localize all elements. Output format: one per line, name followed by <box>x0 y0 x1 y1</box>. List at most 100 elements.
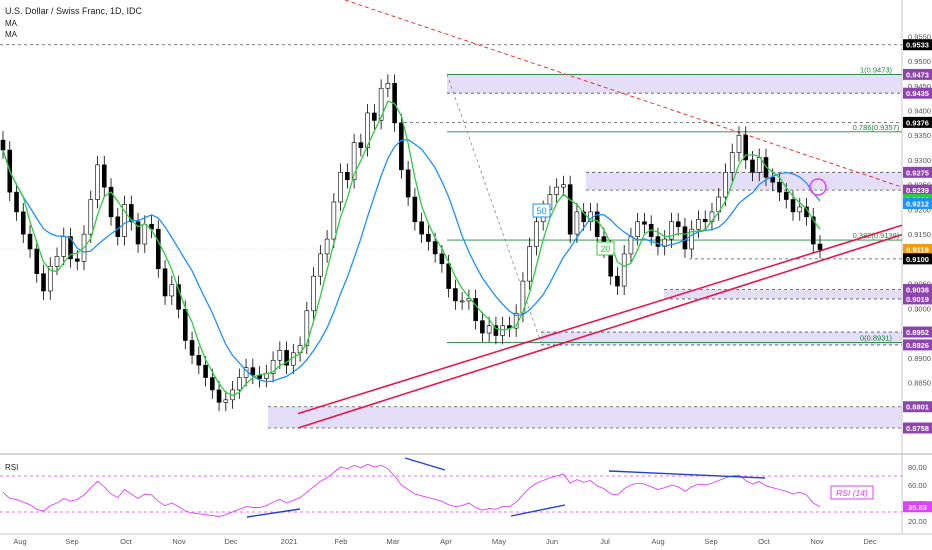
price-tick-label: 0.9000 <box>908 304 931 313</box>
rsi-divergence-line <box>608 470 766 479</box>
price-badge-box <box>903 284 932 296</box>
candle-body <box>196 355 202 366</box>
price-badge-box <box>903 339 932 351</box>
price-badge-box <box>903 87 932 99</box>
price-badge: 0.8926 <box>903 339 932 351</box>
time-tick-label: Dec <box>224 537 238 546</box>
candle-body <box>331 201 337 240</box>
price-badge-label: 0.9533 <box>906 41 929 50</box>
candle-body <box>223 399 229 403</box>
candle-body <box>115 216 121 237</box>
time-tick-label: Nov <box>172 537 186 546</box>
price-tick-label: 0.9150 <box>908 230 931 239</box>
price-badge-label: 0.9239 <box>906 186 929 195</box>
ma20-tag-label: 20 <box>600 244 610 254</box>
candle-body <box>459 300 465 303</box>
candle-body <box>34 248 40 275</box>
price-badge-box <box>903 184 932 196</box>
candle-body <box>101 164 107 188</box>
candle-body <box>210 377 215 391</box>
support-resistance-zone <box>664 289 902 299</box>
candle-body <box>628 236 634 255</box>
candle-body <box>54 256 60 267</box>
candle-body <box>169 284 175 297</box>
price-badge: 0.8952 <box>903 326 932 338</box>
candle-body <box>419 221 424 235</box>
price-badge-label: 0.8952 <box>906 328 929 337</box>
fib-diagonal <box>446 74 542 343</box>
time-tick-label: Nov <box>810 537 824 546</box>
rsi-tick-label: 60.00 <box>908 481 927 490</box>
price-badge-label: 0.9376 <box>906 118 929 127</box>
price-badge: 0.9435 <box>903 87 932 99</box>
candle-body <box>527 246 532 282</box>
rsi-tick-label: 20.00 <box>908 517 927 526</box>
candle-body <box>669 221 674 240</box>
candle-body <box>338 172 343 203</box>
candle-body <box>176 284 181 310</box>
price-badge-box <box>903 39 932 51</box>
candle-body <box>372 112 377 121</box>
fib-label: 0.786(0.9357) <box>853 123 900 132</box>
price-badge-label: 0.9119 <box>906 245 929 254</box>
candle-body <box>183 309 188 341</box>
rsi-divergence-line <box>246 508 301 518</box>
price-badge-box <box>903 401 932 413</box>
price-tick-label: 0.8900 <box>908 354 931 363</box>
time-tick-label: Aug <box>651 537 664 546</box>
price-badge: 0.9019 <box>903 293 932 305</box>
candle-body <box>324 238 330 255</box>
price-tick-label: 0.9500 <box>908 57 931 66</box>
candle-body <box>189 340 195 356</box>
price-tick-label: 0.9200 <box>908 205 931 214</box>
price-badge-box <box>903 326 932 338</box>
candle-body <box>473 298 478 321</box>
time-tick-label: Sep <box>65 537 78 546</box>
time-tick-label: Mar <box>387 537 400 546</box>
price-badge-label: 0.8926 <box>906 341 929 350</box>
candle-body <box>351 142 357 181</box>
candle-body <box>554 186 559 195</box>
candle-body <box>696 219 701 230</box>
price-badge-label: 0.9019 <box>906 295 929 304</box>
price-badge: 0.9239 <box>903 184 932 196</box>
candle-body <box>615 275 620 287</box>
candle-body <box>365 112 370 148</box>
ma20-tag: 20 <box>596 241 615 256</box>
support-resistance-zone <box>541 332 902 345</box>
candle-body <box>790 199 796 213</box>
candle-body <box>756 157 762 173</box>
crossover-circle <box>809 178 827 196</box>
candle-body <box>642 221 647 225</box>
candle-body <box>203 364 208 378</box>
ma-legend-label: MA <box>5 19 18 28</box>
candle-body <box>20 211 26 235</box>
price-badge-label: 0.9038 <box>906 286 929 295</box>
candle-body <box>61 236 67 257</box>
fib-label: 0.382(0.9138) <box>853 231 900 240</box>
candle-body <box>493 325 499 336</box>
candle-body <box>432 241 438 255</box>
support-resistance-zone <box>447 74 902 94</box>
candle-body <box>0 139 6 151</box>
candle-body <box>439 253 445 265</box>
candle-body <box>750 159 755 173</box>
price-badge-box <box>903 422 932 434</box>
price-tick-label: 0.8850 <box>908 379 931 388</box>
price-badge-label: 0.9275 <box>906 168 929 177</box>
candle-body <box>581 211 586 223</box>
price-badge: 0.8758 <box>903 422 932 434</box>
rsi-last-badge-box <box>903 501 932 513</box>
price-badge-box <box>903 116 932 128</box>
candle-body <box>682 226 688 250</box>
rsi-title: RSI <box>5 463 18 472</box>
price-badge-box <box>903 197 932 209</box>
rsi-line <box>2 463 821 517</box>
candle-body <box>574 211 580 235</box>
candle-body <box>689 228 695 250</box>
price-badge-label: 0.8758 <box>906 424 929 433</box>
candle-body <box>486 325 492 334</box>
time-tick-label: May <box>492 537 506 546</box>
candle-body <box>675 221 681 228</box>
candle-body <box>155 228 161 270</box>
